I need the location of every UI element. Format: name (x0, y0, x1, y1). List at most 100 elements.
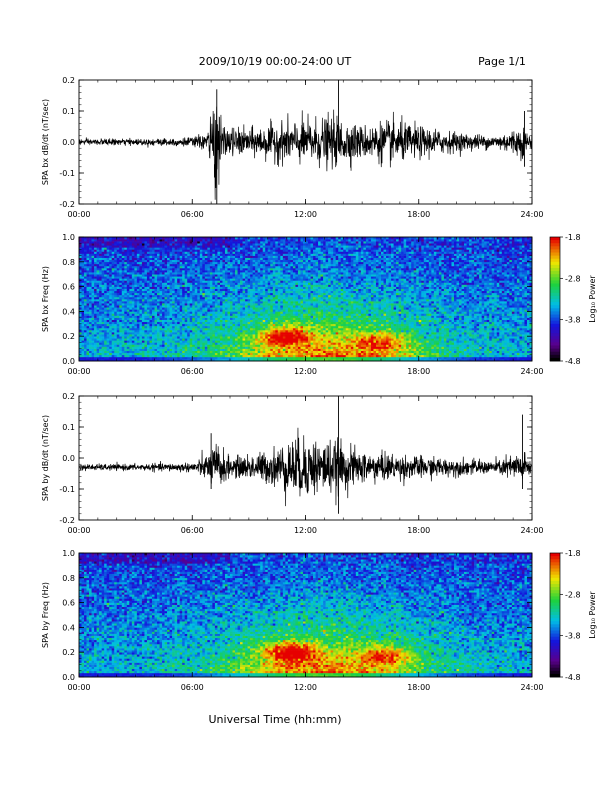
heat-cell (149, 243, 153, 246)
heat-cell (250, 261, 253, 265)
heat-cell (94, 338, 97, 341)
heat-cell (144, 352, 148, 356)
heat-cell (164, 251, 168, 254)
heat-cell (89, 280, 92, 283)
heat-cell (111, 305, 115, 308)
heat-cell (169, 278, 173, 281)
heat-cell (162, 344, 165, 347)
heat-cell (192, 251, 196, 254)
heat-cell (262, 284, 266, 287)
heat-cell (144, 336, 148, 339)
heat-cell (247, 305, 251, 308)
heat-cell (207, 305, 211, 308)
heat-cell (227, 301, 231, 304)
heat-cell (212, 317, 216, 320)
heat-cell (199, 327, 203, 331)
heat-cell (154, 301, 158, 304)
heat-cell (109, 268, 113, 271)
heat-cell (255, 352, 258, 356)
heat-cell (91, 296, 95, 300)
heat-cell (187, 336, 191, 339)
heat-cell (149, 358, 153, 362)
heat-cell (96, 344, 100, 347)
heat-cell (277, 257, 281, 261)
heat-cell (247, 319, 251, 323)
heat-cell (209, 350, 213, 354)
heat-cell (89, 338, 92, 341)
heat-cell (230, 257, 233, 261)
heat-cell (187, 301, 191, 304)
heat-cell (116, 239, 120, 242)
heat-cell (237, 278, 241, 281)
heat-cell (177, 299, 180, 302)
heat-cell (217, 315, 221, 318)
heat-cell (124, 284, 128, 287)
heat-cell (139, 245, 143, 248)
heat-cell (149, 317, 153, 320)
heat-cell (217, 346, 221, 349)
heat-cell (240, 274, 243, 277)
heat-cell (89, 342, 92, 345)
heat-cell (81, 237, 85, 240)
heat-cell (119, 237, 123, 240)
heat-cell (262, 311, 266, 314)
heat-cell (164, 239, 168, 242)
heat-cell (189, 282, 193, 285)
heat-cell (265, 251, 269, 254)
heat-cell (99, 245, 102, 248)
heat-cell (275, 321, 279, 325)
heat-cell (275, 315, 279, 318)
heat-cell (252, 290, 256, 294)
heat-cell (237, 307, 241, 310)
heat-cell (116, 338, 120, 341)
heat-cell (126, 276, 130, 279)
heat-cell (174, 265, 178, 269)
heat-cell (270, 317, 274, 320)
heat-cell (116, 251, 120, 254)
heat-cell (199, 299, 203, 302)
heat-cell (179, 319, 183, 323)
heat-cell (247, 348, 251, 351)
heat-cell (172, 241, 175, 244)
heat-cell (101, 239, 105, 242)
heat-cell (129, 315, 133, 318)
heat-cell (267, 303, 271, 306)
heat-cell (91, 330, 95, 333)
heat-cell (277, 313, 281, 316)
heat-cell (124, 299, 128, 302)
heat-cell (262, 272, 266, 275)
heat-cell (129, 330, 133, 333)
heat-cell (275, 303, 279, 306)
heat-cell (104, 272, 107, 275)
heat-cell (104, 280, 107, 283)
heat-cell (144, 278, 148, 281)
heat-cell (116, 270, 120, 273)
heat-cell (86, 259, 90, 263)
heat-cell (184, 249, 188, 252)
heat-cell (119, 282, 123, 285)
heat-cell (136, 336, 140, 339)
heat-cell (162, 259, 165, 263)
heat-cell (265, 294, 269, 298)
heat-cell (104, 307, 107, 310)
heat-cell (277, 358, 281, 362)
heat-cell (277, 346, 281, 349)
heat-cell (214, 303, 218, 306)
heat-cell (154, 265, 158, 269)
heat-cell (101, 247, 105, 250)
heat-cell (172, 350, 175, 354)
heat-cell (280, 286, 284, 289)
heat-cell (207, 241, 211, 244)
heat-cell (109, 350, 113, 354)
heat-cell (194, 255, 198, 258)
heat-cell (199, 280, 203, 283)
heat-cell (167, 276, 170, 279)
heat-cell (157, 253, 160, 256)
heat-cell (277, 237, 281, 240)
heat-cell (212, 270, 216, 273)
heat-cell (139, 336, 143, 339)
heat-cell (187, 307, 191, 310)
heat-cell (164, 317, 168, 320)
heat-cell (199, 261, 203, 265)
heat-cell (94, 239, 97, 242)
